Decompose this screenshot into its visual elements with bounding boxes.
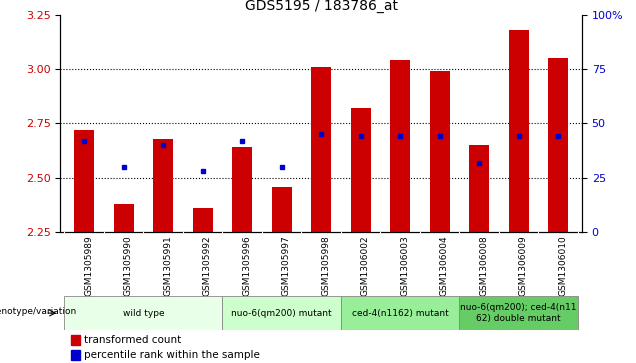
Bar	[64, 296, 223, 330]
Text: ced-4(n1162) mutant: ced-4(n1162) mutant	[352, 309, 448, 318]
Bar	[232, 147, 252, 232]
Bar	[430, 71, 450, 232]
Text: GSM1305990: GSM1305990	[123, 236, 133, 296]
Text: GSM1306008: GSM1306008	[479, 236, 488, 296]
Text: GSM1305997: GSM1305997	[282, 236, 291, 296]
Bar	[74, 130, 94, 232]
Bar	[272, 187, 291, 232]
Text: GSM1306009: GSM1306009	[519, 236, 528, 296]
Text: GSM1306002: GSM1306002	[361, 236, 370, 296]
Bar	[469, 145, 489, 232]
Bar	[114, 204, 134, 232]
Text: GSM1305991: GSM1305991	[163, 236, 172, 296]
Bar	[351, 108, 371, 232]
Text: GSM1305998: GSM1305998	[321, 236, 330, 296]
Text: transformed count: transformed count	[84, 335, 181, 345]
Bar	[311, 67, 331, 232]
Bar	[153, 139, 173, 232]
Text: percentile rank within the sample: percentile rank within the sample	[84, 350, 259, 360]
Text: GSM1305989: GSM1305989	[84, 236, 93, 296]
Bar	[223, 296, 341, 330]
Text: GSM1306010: GSM1306010	[558, 236, 567, 296]
Bar	[193, 208, 212, 232]
Text: nuo-6(qm200); ced-4(n11
62) double mutant: nuo-6(qm200); ced-4(n11 62) double mutan…	[460, 303, 577, 323]
Bar	[459, 296, 578, 330]
Bar	[71, 350, 80, 360]
Bar	[391, 60, 410, 232]
Title: GDS5195 / 183786_at: GDS5195 / 183786_at	[245, 0, 398, 13]
Bar	[548, 58, 568, 232]
Bar	[509, 30, 529, 232]
Text: GSM1305992: GSM1305992	[203, 236, 212, 296]
Text: GSM1306003: GSM1306003	[400, 236, 409, 296]
Text: GSM1306004: GSM1306004	[439, 236, 449, 296]
Text: GSM1305996: GSM1305996	[242, 236, 251, 296]
Bar	[341, 296, 459, 330]
Text: nuo-6(qm200) mutant: nuo-6(qm200) mutant	[232, 309, 332, 318]
Bar	[71, 335, 80, 345]
Text: genotype/variation: genotype/variation	[0, 307, 76, 315]
Text: wild type: wild type	[123, 309, 164, 318]
